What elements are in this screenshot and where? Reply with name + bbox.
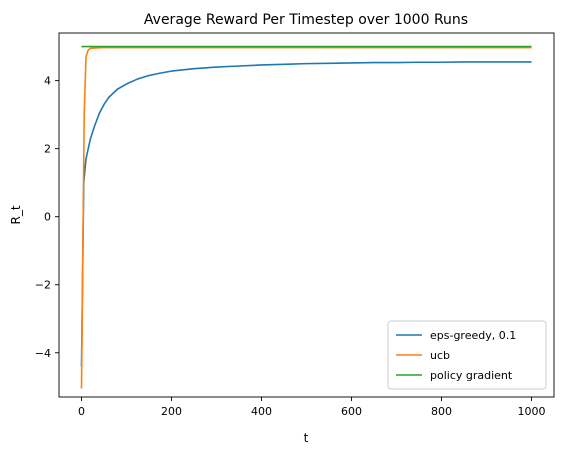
x-tick-label: 0 — [78, 405, 85, 418]
chart-title: Average Reward Per Timestep over 1000 Ru… — [144, 12, 468, 28]
plot-area — [80, 45, 532, 389]
x-axis-ticks: 0 200 400 600 800 1000 — [78, 397, 546, 418]
legend-box — [387, 320, 547, 390]
y-tick-label: 0 — [44, 211, 51, 224]
x-tick-label: 1000 — [518, 405, 546, 418]
x-tick-label: 800 — [431, 405, 452, 418]
axes-frame — [58, 32, 555, 398]
x-tick-label: 400 — [251, 405, 272, 418]
y-tick-label: 2 — [44, 143, 51, 156]
y-axis-ticks: −4 −2 0 2 4 — [35, 75, 59, 360]
y-tick-label: 4 — [44, 75, 51, 88]
y-axis-label: R_t — [9, 205, 23, 224]
legend-label-1: ucb — [430, 349, 450, 362]
x-tick-label: 200 — [161, 405, 182, 418]
series-line-0 — [80, 61, 532, 367]
legend-label-2: policy gradient — [430, 369, 513, 382]
x-tick-label: 600 — [341, 405, 362, 418]
legend: eps-greedy, 0.1 ucb policy gradient — [387, 320, 547, 390]
y-tick-label: −2 — [35, 279, 51, 292]
y-tick-label: −4 — [35, 347, 51, 360]
legend-label-0: eps-greedy, 0.1 — [430, 329, 516, 342]
series-line-1 — [80, 46, 532, 389]
x-axis-label: t — [304, 431, 309, 445]
